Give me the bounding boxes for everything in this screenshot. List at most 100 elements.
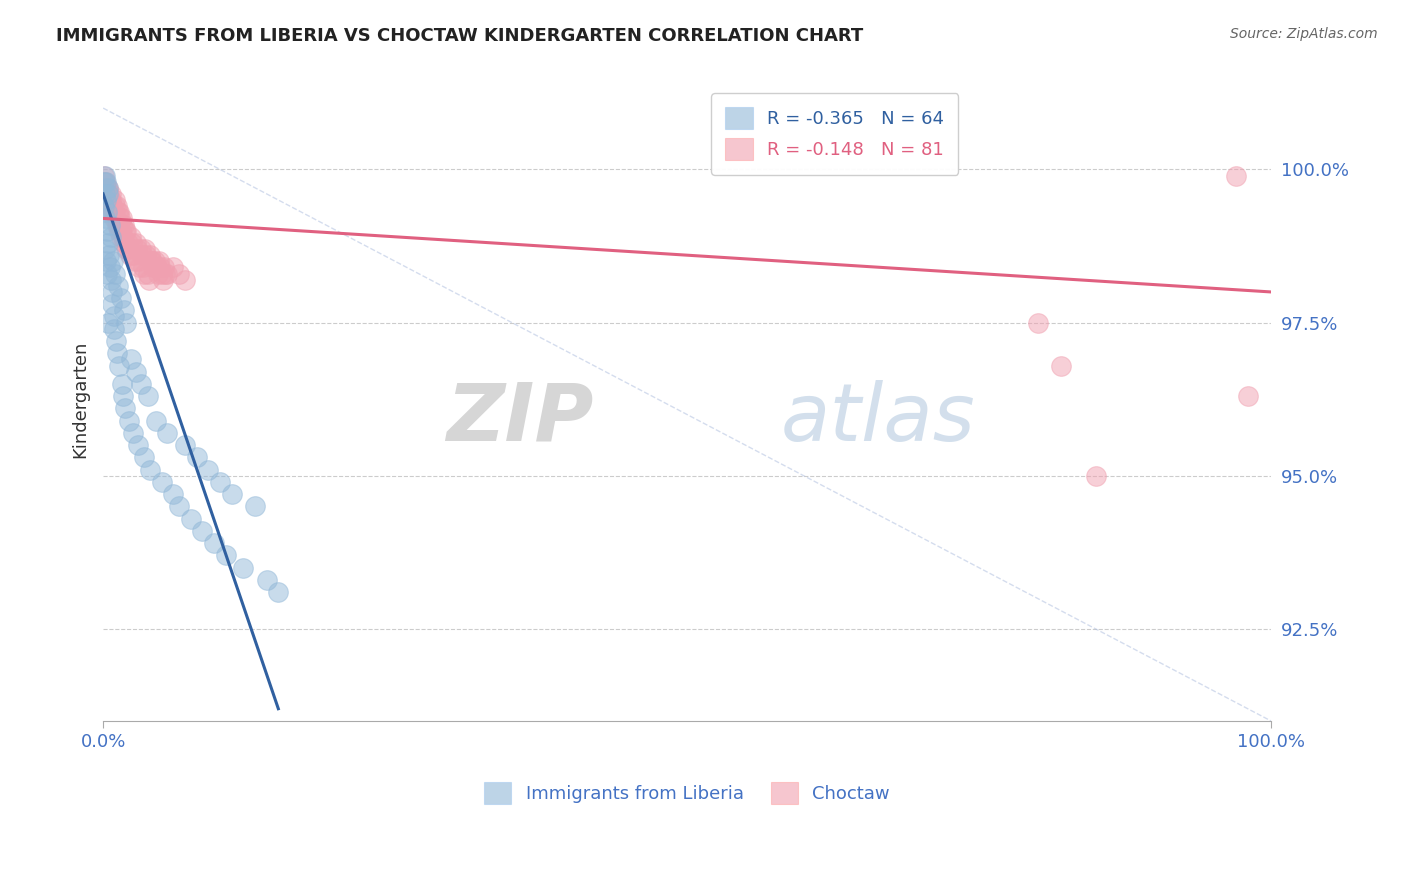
Point <box>173 438 195 452</box>
Point <box>98 193 121 207</box>
Point <box>118 248 141 262</box>
Point <box>136 389 159 403</box>
Point <box>111 376 134 391</box>
Point <box>104 267 127 281</box>
Point <box>167 500 190 514</box>
Point <box>108 359 131 373</box>
Point <box>104 211 127 226</box>
Point <box>120 229 142 244</box>
Point <box>108 211 131 226</box>
Point <box>112 235 135 250</box>
Point <box>146 267 169 281</box>
Point <box>125 365 148 379</box>
Point <box>112 303 135 318</box>
Point <box>100 186 122 201</box>
Point <box>232 560 254 574</box>
Point <box>124 254 146 268</box>
Point <box>148 254 170 268</box>
Point <box>153 260 176 275</box>
Point <box>96 186 118 201</box>
Point <box>180 512 202 526</box>
Point <box>101 205 124 219</box>
Point <box>98 199 121 213</box>
Point <box>96 175 118 189</box>
Point <box>97 193 120 207</box>
Point <box>215 549 238 563</box>
Point <box>131 248 153 262</box>
Point <box>142 260 165 275</box>
Point <box>156 267 179 281</box>
Point <box>1050 359 1073 373</box>
Point <box>138 273 160 287</box>
Text: IMMIGRANTS FROM LIBERIA VS CHOCTAW KINDERGARTEN CORRELATION CHART: IMMIGRANTS FROM LIBERIA VS CHOCTAW KINDE… <box>56 27 863 45</box>
Point <box>186 450 208 465</box>
Point <box>136 267 159 281</box>
Point <box>162 487 184 501</box>
Point <box>104 193 127 207</box>
Point <box>167 267 190 281</box>
Point <box>100 229 122 244</box>
Point <box>139 248 162 262</box>
Point <box>93 175 115 189</box>
Point <box>115 316 138 330</box>
Text: ZIP: ZIP <box>446 379 593 458</box>
Point <box>132 260 155 275</box>
Point <box>1225 169 1247 183</box>
Point <box>94 242 117 256</box>
Point <box>93 199 115 213</box>
Point <box>111 229 134 244</box>
Point <box>114 235 136 250</box>
Point <box>132 267 155 281</box>
Point <box>105 346 128 360</box>
Point <box>191 524 214 538</box>
Point <box>97 316 120 330</box>
Point <box>267 585 290 599</box>
Point <box>111 389 134 403</box>
Point <box>101 297 124 311</box>
Point <box>96 224 118 238</box>
Point <box>129 242 152 256</box>
Point <box>105 199 128 213</box>
Point <box>221 487 243 501</box>
Point <box>97 235 120 250</box>
Point <box>108 205 131 219</box>
Point <box>162 260 184 275</box>
Point <box>125 242 148 256</box>
Point <box>141 254 163 268</box>
Point <box>127 438 149 452</box>
Point <box>132 450 155 465</box>
Point <box>101 199 124 213</box>
Point <box>107 278 129 293</box>
Point <box>243 500 266 514</box>
Point <box>98 248 121 262</box>
Point <box>94 193 117 207</box>
Point <box>100 193 122 207</box>
Point <box>150 475 173 489</box>
Point <box>118 242 141 256</box>
Point <box>94 186 117 201</box>
Text: Source: ZipAtlas.com: Source: ZipAtlas.com <box>1230 27 1378 41</box>
Point <box>103 211 125 226</box>
Y-axis label: Kindergarten: Kindergarten <box>72 341 89 458</box>
Point <box>128 260 150 275</box>
Point <box>94 175 117 189</box>
Point <box>111 211 134 226</box>
Point <box>96 267 118 281</box>
Point <box>122 425 145 440</box>
Point <box>121 235 143 250</box>
Point <box>107 218 129 232</box>
Point <box>98 186 121 201</box>
Point <box>145 260 167 275</box>
Point <box>149 260 172 275</box>
Point <box>108 224 131 238</box>
Point <box>98 218 121 232</box>
Point <box>208 475 231 489</box>
Point <box>146 260 169 275</box>
Point <box>107 205 129 219</box>
Point <box>122 248 145 262</box>
Point <box>97 186 120 201</box>
Point <box>1084 468 1107 483</box>
Point <box>143 254 166 268</box>
Point <box>115 224 138 238</box>
Point <box>94 169 117 183</box>
